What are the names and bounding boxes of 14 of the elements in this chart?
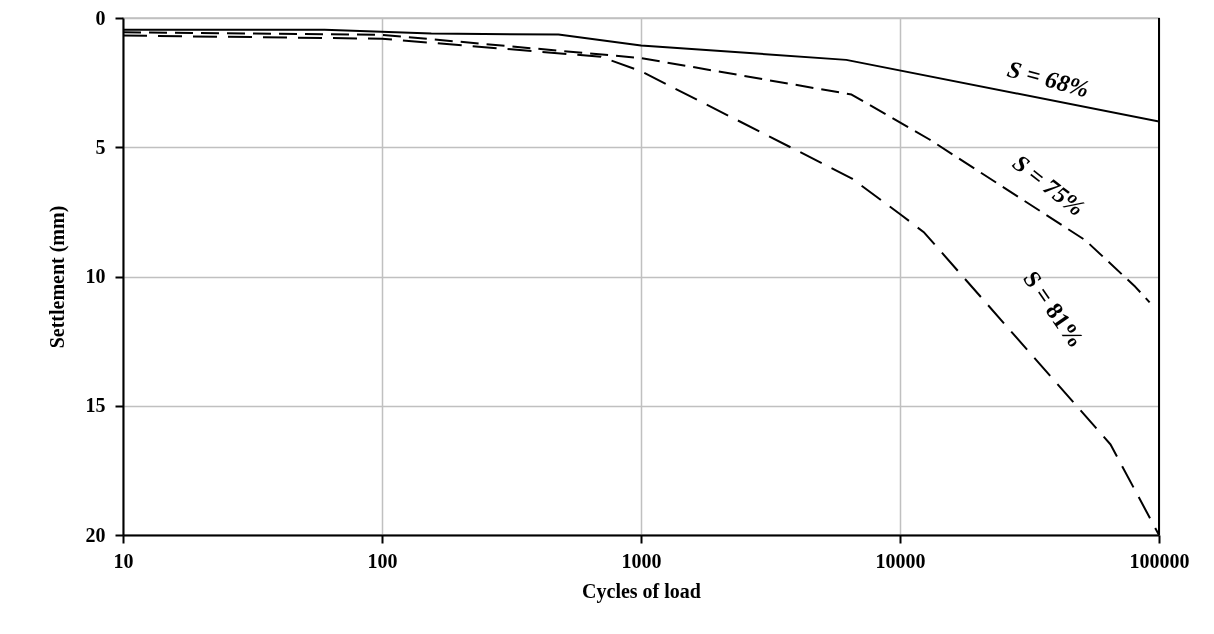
y-tick-label: 0 [95,6,106,29]
x-tick-label: 10 [113,549,134,572]
annotation: S = 68% [1004,55,1092,103]
x-tick-label: 10000 [875,549,926,572]
y-tick-label: 10 [85,265,106,287]
x-tick-label: 100000 [1129,549,1190,572]
x-tick-label: 1000 [621,549,662,572]
x-tick-label: 100 [367,549,398,572]
y-tick-label: 15 [85,394,106,417]
y-axis-title: Settlement (mm) [45,205,69,349]
annotation: S = 75% [1007,149,1090,222]
y-tick-label: 20 [85,523,106,546]
y-tick-label: 5 [95,135,106,158]
x-axis-title: Cycles of load [582,579,701,603]
